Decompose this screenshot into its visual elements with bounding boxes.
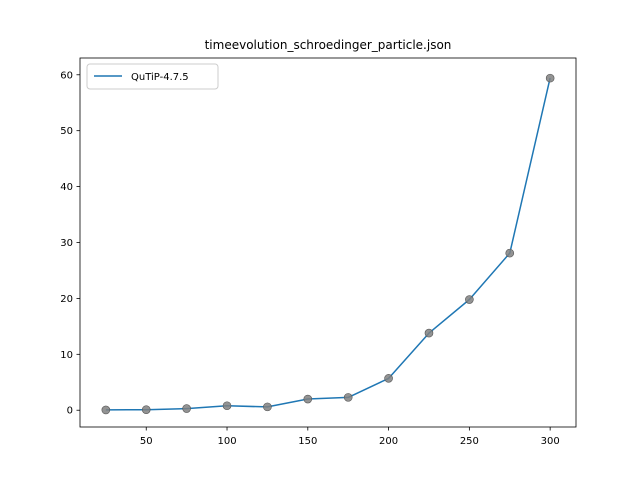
legend-label-qutip: QuTiP-4.7.5 — [131, 72, 189, 83]
x-tick-label: 250 — [460, 436, 479, 447]
x-tick-label: 300 — [541, 436, 560, 447]
data-point — [141, 405, 151, 414]
data-point — [182, 404, 191, 413]
y-tick-label: 30 — [60, 238, 73, 249]
data-point — [263, 402, 272, 412]
x-tick-label: 200 — [379, 436, 398, 447]
axes: 50 100 150 200 250 300 0 10 20 30 40 50 60 — [60, 57, 577, 447]
data-point — [303, 394, 313, 404]
y-tick-label: 60 — [60, 70, 73, 81]
y-tick-label: 40 — [60, 182, 73, 193]
data-point — [222, 401, 232, 411]
legend: QuTiP-4.7.5 — [86, 63, 219, 90]
x-tick-label: 50 — [140, 436, 153, 447]
data-point — [465, 295, 474, 304]
data-point — [505, 248, 515, 258]
series-line-0 — [105, 77, 551, 411]
data-point — [101, 405, 111, 415]
data-point — [424, 328, 434, 338]
data-point — [545, 73, 555, 83]
y-tick-label: 20 — [60, 294, 73, 305]
x-tick-label: 150 — [298, 436, 317, 447]
y-tick-label: 50 — [60, 126, 73, 137]
y-tick-label: 10 — [60, 350, 73, 361]
chart-title: timeevolution_schroedinger_particle.json — [205, 38, 452, 52]
data-point — [343, 393, 353, 402]
plot-area — [101, 73, 555, 415]
x-tick-label: 100 — [217, 436, 236, 447]
legend-box — [86, 63, 219, 90]
y-tick-label: 0 — [67, 406, 73, 417]
data-point — [384, 374, 393, 383]
